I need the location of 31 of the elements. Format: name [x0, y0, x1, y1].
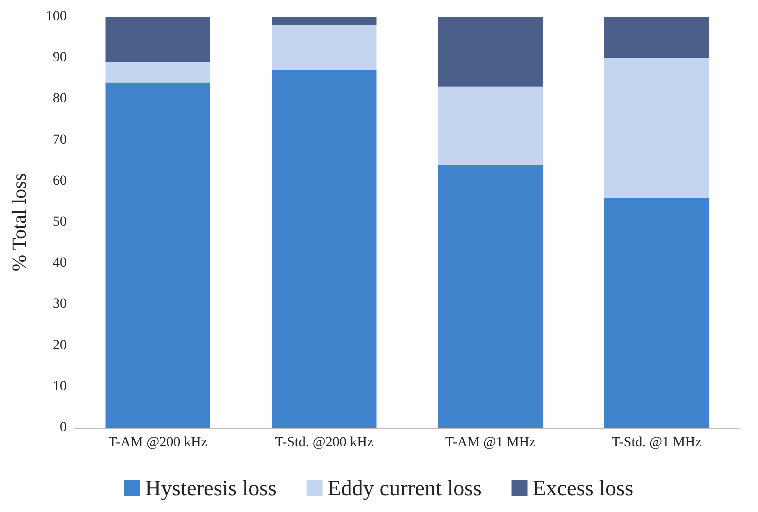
- y-tick-label: 40: [53, 256, 67, 272]
- bar: [604, 198, 710, 428]
- y-tick-label: 90: [53, 50, 67, 66]
- bar: [604, 58, 710, 198]
- bar: [272, 70, 377, 428]
- bar: [438, 17, 543, 87]
- bar: [106, 17, 210, 62]
- x-tick-label: T-Std. @1 MHz: [612, 436, 702, 450]
- y-tick-label: 30: [53, 297, 67, 312]
- y-tick-label: 20: [53, 338, 67, 354]
- x-tick-label: T-AM @200 kHz: [108, 436, 208, 450]
- bar: [604, 17, 710, 58]
- y-tick-label: 100: [46, 10, 67, 24]
- legend-label: Hysteresis loss: [145, 476, 277, 500]
- bar: [106, 62, 210, 83]
- x-tick-label: T-AM @1 MHz: [446, 436, 536, 450]
- y-tick-label: 60: [53, 174, 67, 189]
- y-tick-label: 80: [53, 92, 67, 107]
- legend-label: Excess loss: [532, 476, 634, 500]
- y-tick-label: 50: [53, 215, 67, 230]
- y-axis-title: % Total loss: [9, 173, 31, 272]
- bar: [438, 164, 543, 428]
- x-tick-label: T-Std. @200 kHz: [275, 436, 374, 450]
- bar: [272, 17, 377, 26]
- bar: [106, 82, 210, 428]
- bar: [438, 86, 543, 165]
- y-tick-label: 0: [60, 420, 67, 436]
- y-tick-label: 10: [53, 379, 67, 394]
- legend-label: Eddy current loss: [328, 476, 482, 500]
- bar: [272, 25, 377, 70]
- y-tick-label: 70: [53, 132, 67, 148]
